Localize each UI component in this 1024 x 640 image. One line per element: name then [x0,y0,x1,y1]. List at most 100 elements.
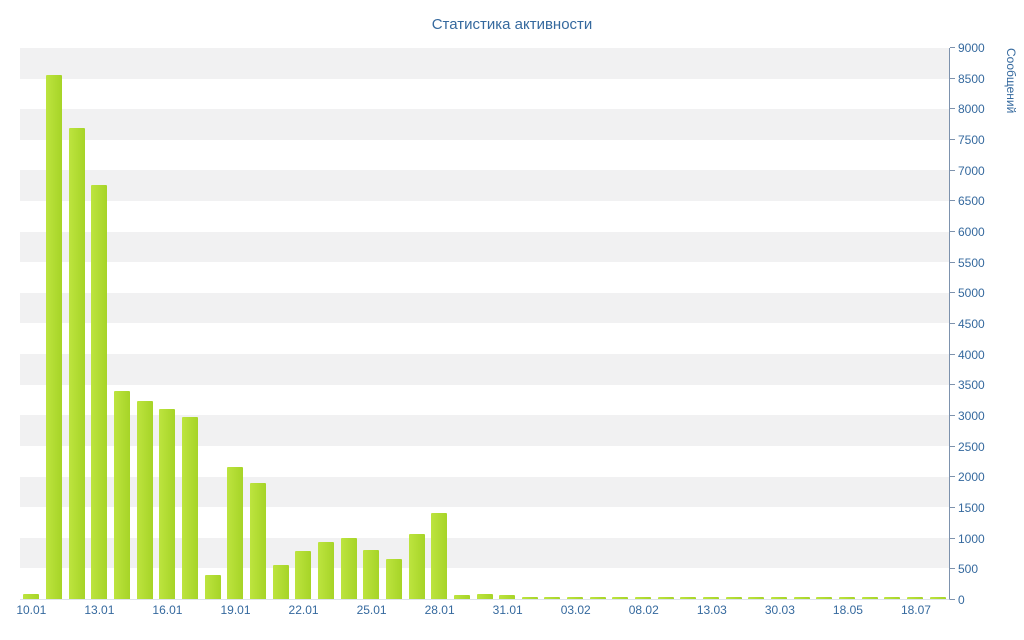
x-tick-label: 10.01 [16,603,47,617]
y-tick-label: 5500 [958,255,985,270]
y-tick-label: 7000 [958,163,985,178]
bar [816,597,833,599]
y-tick-mark [950,384,955,386]
bar [295,550,312,599]
x-tick-label: 30.03 [764,603,795,617]
bar [907,597,923,599]
bar [181,416,198,599]
x-tick-label: 18.05 [832,603,863,617]
bar [793,597,810,599]
bar [839,597,856,599]
y-tick-label: 3500 [958,378,985,393]
bar [45,74,62,599]
bar [476,594,493,599]
y-tick-mark [950,568,955,570]
bar [929,597,946,599]
y-tick-mark [950,353,955,355]
bar [23,594,40,599]
bar [340,538,357,599]
bar [521,596,538,599]
y-tick-label: 0 [958,593,965,607]
bar [589,597,606,599]
x-tick-label: 25.01 [356,603,387,617]
y-tick-label: 1500 [958,501,985,515]
bar [113,390,130,599]
bar [204,574,221,599]
bar [680,597,697,599]
y-tick-mark [950,445,955,447]
bar [748,597,765,599]
bar [363,550,380,599]
bar [635,597,652,599]
bar [227,467,244,599]
bar [499,594,516,599]
y-axis-ticks [950,47,956,600]
x-tick-label: 22.01 [288,603,319,617]
y-tick-mark [950,261,955,263]
y-tick-mark [950,200,955,202]
x-tick-label: 13.01 [84,603,115,617]
y-tick-label: 6500 [958,194,985,209]
bar [771,597,788,599]
bar [725,597,742,599]
bar [657,597,674,599]
bar [884,597,901,599]
x-tick-label: 16.01 [152,603,183,617]
x-tick-label: 08.02 [628,603,659,617]
bar [567,597,584,599]
y-tick-label: 3000 [958,409,985,423]
bar [159,409,176,599]
plot-area [20,48,950,600]
y-tick-mark [950,292,955,294]
grid-band [20,292,949,324]
bar [431,512,448,599]
bar [317,542,334,599]
bar [453,595,470,599]
bar [544,597,561,599]
y-tick-mark [950,507,955,508]
y-tick-mark [950,599,955,600]
bar [249,483,266,599]
y-tick-label: 9000 [958,41,985,55]
grid-band [20,354,949,385]
y-tick-label: 6000 [958,225,985,239]
y-tick-mark [950,77,955,79]
y-tick-label: 7500 [958,133,985,147]
y-tick-label: 8000 [958,102,985,117]
y-tick-label: 1000 [958,531,985,546]
chart-title: Статистика активности [431,16,593,33]
y-tick-mark [950,108,955,110]
y-tick-mark [950,47,955,48]
x-tick-label: 13.03 [696,603,727,617]
grid-band [20,109,949,140]
y-tick-label: 8500 [958,71,985,86]
y-axis-labels: 0 500 1000 1500 2000 2500 3000 3500 4000 4500 5000… [958,41,1002,607]
bar [703,597,720,599]
y-tick-mark [950,139,955,140]
x-tick-label: 18.07 [900,603,931,617]
grid-band [20,170,949,202]
y-tick-label: 2500 [958,439,985,454]
bar [272,564,289,599]
grid-band [20,231,949,263]
y-tick-mark [950,476,955,478]
x-tick-label: 28.01 [424,603,455,617]
bar [136,401,153,599]
x-tick-label: 03.02 [560,603,591,617]
bar [612,597,629,599]
bar [408,534,425,599]
y-tick-mark [950,169,955,171]
bar [385,559,402,599]
y-tick-mark [950,323,955,324]
y-tick-mark [950,415,955,416]
bar [861,597,878,599]
y-tick-label: 2000 [958,470,985,485]
y-tick-label: 5000 [958,286,985,301]
y-tick-label: 4000 [958,347,985,362]
y-tick-label: 500 [958,562,979,577]
grid-band [20,48,949,79]
y-axis-title: Сообщений [1004,48,1018,114]
x-axis-labels: 10.01 13.01 16.01 19.01 22.01 25.01 28.01 31.01… [16,603,950,619]
bar [91,185,108,599]
